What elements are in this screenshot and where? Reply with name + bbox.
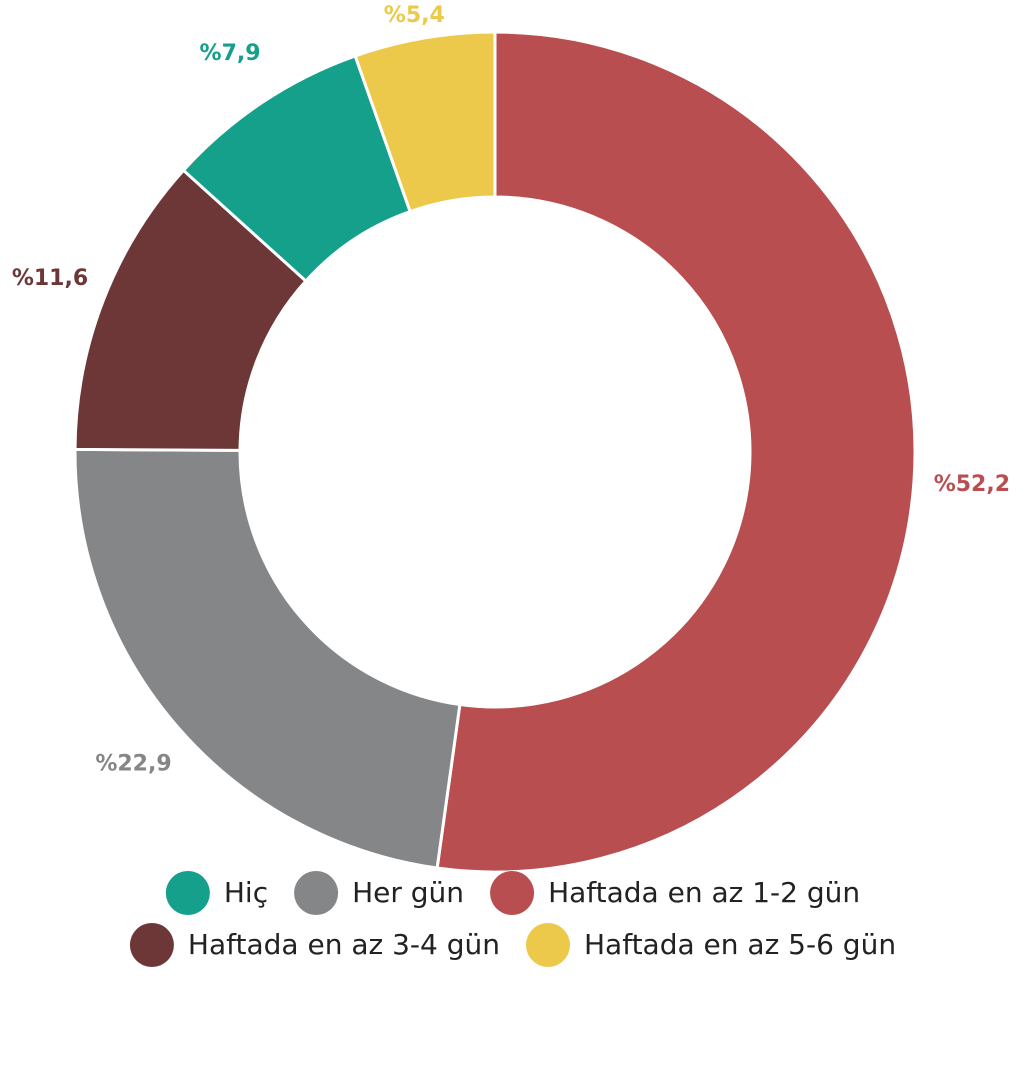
- legend-swatch: [490, 871, 535, 915]
- legend-swatch: [526, 923, 570, 967]
- donut-slice: [73, 447, 462, 870]
- legend-label: Hiç: [224, 876, 268, 909]
- value-label: %22,9: [95, 752, 171, 777]
- legend-label: Haftada en az 5-6 gün: [584, 928, 896, 961]
- legend-label: Haftada en az 3-4 gün: [188, 928, 500, 961]
- legend-swatch: [165, 871, 210, 915]
- value-label: %5,4: [384, 3, 445, 28]
- value-label: %11,6: [12, 266, 88, 291]
- value-label: %52,2: [934, 472, 1010, 497]
- legend-swatch: [294, 871, 339, 915]
- legend-label: Her gün: [352, 876, 464, 909]
- legend-item: Haftada en az 1-2 gün: [490, 871, 860, 915]
- legend-item: Her gün: [294, 871, 464, 915]
- legend-label: Haftada en az 1-2 gün: [548, 876, 860, 909]
- legend-item: Hiç: [165, 871, 268, 915]
- value-label: %7,9: [200, 41, 261, 66]
- donut-slice: [435, 30, 917, 874]
- donut-slice: [353, 30, 497, 214]
- legend-swatch: [129, 923, 174, 967]
- legend-item: Haftada en az 5-6 gün: [526, 923, 896, 967]
- legend-item: Haftada en az 3-4 gün: [129, 923, 500, 967]
